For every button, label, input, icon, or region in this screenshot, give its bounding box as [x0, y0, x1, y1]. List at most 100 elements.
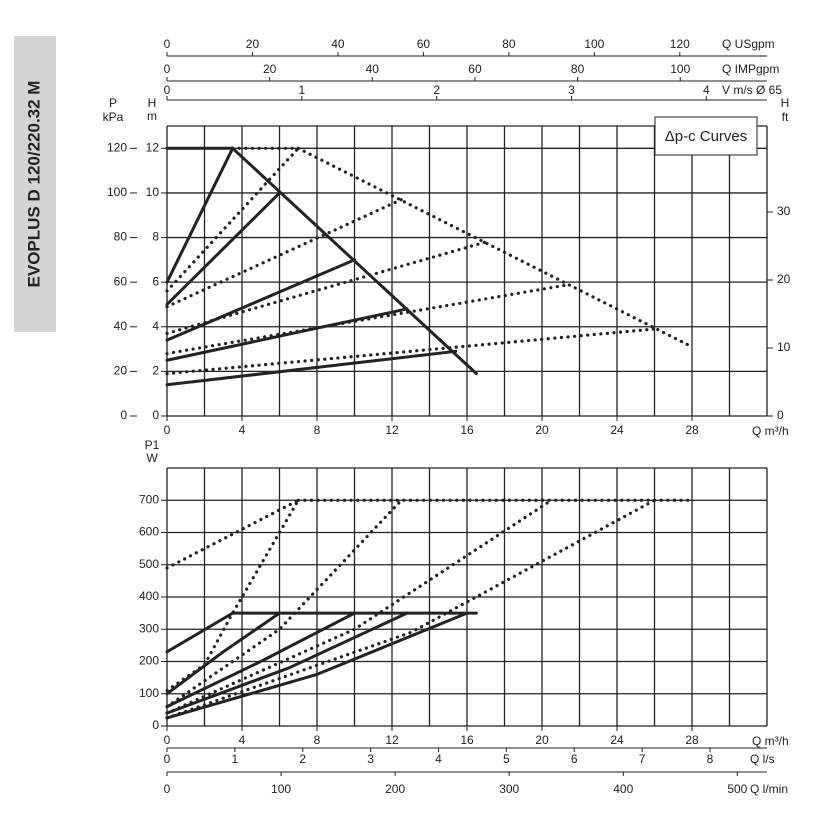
y-tick-label: 4	[152, 319, 159, 333]
axis-tick-label: 1	[298, 83, 305, 97]
curve	[165, 611, 469, 720]
x-tick-label: 28	[685, 423, 699, 437]
axis-tick-label: 100	[584, 37, 604, 51]
x-tick-label: 4	[239, 733, 246, 747]
y-tick-label: 100	[139, 686, 159, 700]
axis-tick-label: 400	[613, 782, 633, 796]
y-tick-label: 500	[139, 557, 159, 571]
x-axis-label: Q m³/h	[752, 734, 789, 748]
axis-tick-label: 0	[164, 83, 171, 97]
axis-tick-label: 80	[571, 62, 585, 76]
axis-label: Q l/s	[750, 752, 775, 766]
x-tick-label: 8	[314, 733, 321, 747]
x-axis-label: Q m³/h	[752, 424, 789, 438]
y-axis-label: P1	[145, 438, 160, 452]
x-tick-label: 0	[164, 423, 171, 437]
curve	[165, 498, 300, 570]
y-tick-label: 0	[152, 718, 159, 732]
x-tick-label: 12	[385, 733, 399, 747]
axis-tick-label: 5	[503, 752, 510, 766]
axis-tick-label: 120	[670, 37, 690, 51]
axis-tick-label: 200	[385, 782, 405, 796]
y-tick-label: 600	[139, 525, 159, 539]
axis-label: Q USgpm	[722, 37, 775, 51]
axis-tick-label: 0	[777, 408, 784, 422]
y-tick-label: 400	[139, 589, 159, 603]
axis-tick-label: 60	[468, 62, 482, 76]
axis-tick-label: 8	[707, 752, 714, 766]
axis-label: V m/s Ø 65	[722, 83, 782, 97]
axis-tick-label: 0	[164, 782, 171, 796]
curve	[165, 611, 235, 654]
axis-tick-label: 80	[502, 37, 516, 51]
x-tick-label: 4	[239, 423, 246, 437]
curve	[165, 282, 572, 356]
axis-tick-label: 6	[571, 752, 578, 766]
curve	[165, 349, 458, 387]
axis-tick-label: 4	[435, 752, 442, 766]
axis-unit: ft	[782, 110, 789, 124]
axis-tick-label: 300	[499, 782, 519, 796]
axis-tick-label: 100	[670, 62, 690, 76]
axis-tick-label: 20	[114, 364, 128, 378]
axis-tick-label: 2	[299, 752, 306, 766]
x-tick-label: 24	[610, 423, 624, 437]
axis-tick-label: 0	[120, 408, 127, 422]
axis-tick-label: 100	[271, 782, 291, 796]
axis-tick-label: 30	[777, 204, 791, 218]
y-tick-label: 300	[139, 621, 159, 635]
annotation: Δp-c Curves	[665, 128, 748, 145]
x-tick-label: 8	[314, 423, 321, 437]
curve	[165, 498, 553, 715]
axis-tick-label: 100	[107, 185, 127, 199]
axis-label: P	[109, 96, 117, 110]
y-tick-label: 10	[146, 185, 160, 199]
axis-tick-label: 60	[417, 37, 431, 51]
x-tick-label: 28	[685, 733, 699, 747]
y-tick-label: 0	[152, 408, 159, 422]
curve	[165, 191, 281, 306]
side-title-box	[14, 36, 56, 332]
axis-tick-label: 60	[114, 274, 128, 288]
axis-tick-label: 40	[114, 319, 128, 333]
y-tick-label: 2	[152, 364, 159, 378]
axis-tick-label: 20	[263, 62, 277, 76]
axis-tick-label: 10	[777, 340, 791, 354]
y-tick-label: 6	[152, 274, 159, 288]
curve	[165, 498, 657, 720]
axis-tick-label: 500	[727, 782, 747, 796]
y-axis-unit: W	[146, 451, 158, 465]
axis-label: Q IMPgpm	[722, 62, 779, 76]
x-tick-label: 16	[460, 733, 474, 747]
curve	[165, 307, 409, 362]
x-tick-label: 16	[460, 423, 474, 437]
curve	[165, 146, 300, 293]
axis-tick-label: 0	[164, 752, 171, 766]
curve	[165, 258, 356, 342]
x-tick-label: 12	[385, 423, 399, 437]
y-axis-unit: m	[147, 109, 157, 123]
annotation-box	[654, 116, 758, 156]
y-tick-label: 12	[146, 140, 160, 154]
curve	[165, 240, 488, 336]
axis-tick-label: 20	[246, 37, 260, 51]
axis-tick-label: 7	[639, 752, 646, 766]
axis-unit: kPa	[103, 110, 124, 124]
axis-tick-label: 0	[164, 62, 171, 76]
curve	[296, 146, 694, 349]
curve	[165, 327, 657, 376]
side-title: EVOPLUS D 120/220.32 M	[24, 81, 43, 288]
y-tick-label: 200	[139, 654, 159, 668]
y-axis-label: H	[148, 96, 157, 110]
axis-tick-label: 20	[777, 272, 791, 286]
axis-label: Q l/min	[750, 782, 788, 796]
axis-tick-label: 80	[114, 230, 128, 244]
curve	[165, 146, 235, 284]
axis-tick-label: 40	[331, 37, 345, 51]
x-tick-label: 0	[164, 733, 171, 747]
axis-tick-label: 40	[366, 62, 380, 76]
curve	[165, 611, 281, 696]
x-tick-label: 20	[535, 423, 549, 437]
x-tick-label: 20	[535, 733, 549, 747]
